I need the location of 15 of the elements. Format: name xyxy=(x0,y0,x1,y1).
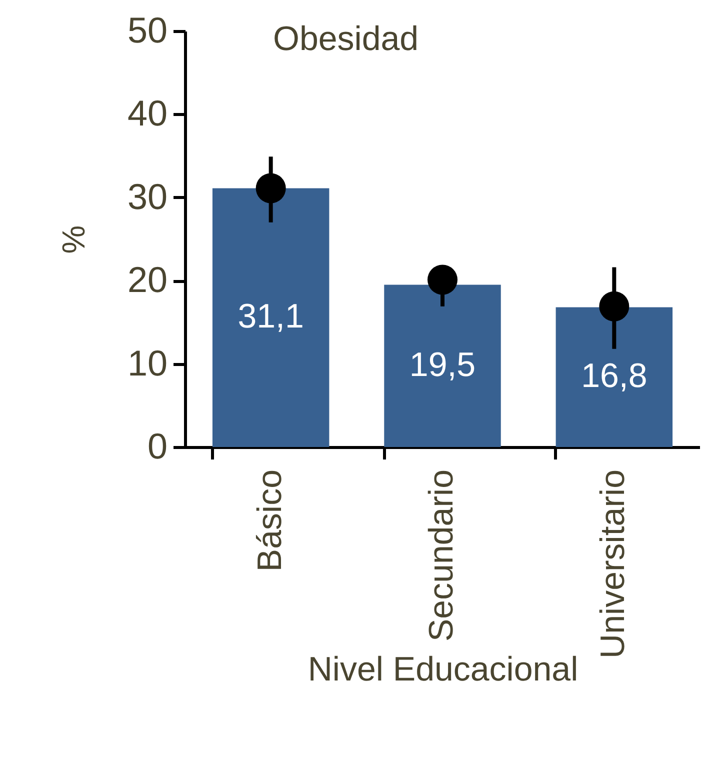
x-tick-label: Universitario xyxy=(594,470,632,658)
y-axis-title: % xyxy=(55,225,92,254)
data-label: 31,1 xyxy=(238,298,304,336)
data-label: 16,8 xyxy=(581,357,648,396)
y-tick-label: 20 xyxy=(127,259,168,300)
x-tick-label: Secundario xyxy=(422,470,460,642)
y-tick-label: 0 xyxy=(147,426,168,466)
y-tick-label: 50 xyxy=(127,10,168,50)
x-tick-label: Básico xyxy=(250,470,289,572)
x-axis-title: Nivel Educacional xyxy=(308,650,578,688)
y-tick-label: 40 xyxy=(127,92,168,134)
y-tick-label: 30 xyxy=(127,176,168,217)
y-tick-label: 10 xyxy=(127,342,168,384)
data-label: 19,5 xyxy=(409,346,476,384)
chart-title: Obesidad xyxy=(273,20,419,58)
